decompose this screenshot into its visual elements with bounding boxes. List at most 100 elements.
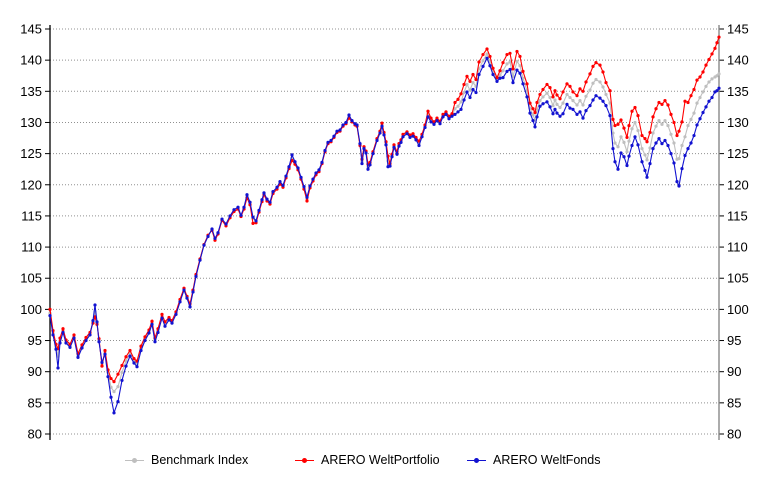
y-tick-label-left: 125 bbox=[20, 146, 42, 161]
data-point-benchmark-index bbox=[124, 359, 128, 363]
data-point-arero-weltfonds bbox=[97, 340, 101, 344]
data-point-benchmark-index bbox=[456, 104, 460, 108]
data-point-arero-weltfonds bbox=[88, 333, 92, 337]
data-point-benchmark-index bbox=[689, 117, 693, 121]
data-point-arero-weltportfolio bbox=[61, 327, 65, 331]
data-point-arero-weltportfolio bbox=[380, 121, 384, 125]
data-point-arero-weltfonds bbox=[471, 87, 475, 92]
data-point-benchmark-index bbox=[622, 140, 626, 144]
data-point-arero-weltfonds bbox=[604, 104, 608, 108]
legend-label-arero-weltportfolio: ARERO WeltPortfolio bbox=[321, 453, 440, 467]
data-point-benchmark-index bbox=[465, 82, 469, 87]
y-tick-label-left: 115 bbox=[21, 208, 42, 223]
data-point-arero-weltportfolio bbox=[588, 72, 592, 76]
data-point-arero-weltfonds bbox=[281, 183, 285, 187]
data-point-arero-weltportfolio bbox=[120, 363, 124, 368]
data-point-arero-weltfonds bbox=[695, 123, 699, 127]
data-point-arero-weltfonds bbox=[371, 152, 375, 156]
data-point-benchmark-index bbox=[116, 385, 120, 389]
data-point-arero-weltportfolio bbox=[581, 89, 585, 93]
data-point-arero-weltfonds bbox=[710, 95, 714, 100]
data-point-arero-weltportfolio bbox=[713, 46, 717, 50]
data-point-arero-weltfonds bbox=[360, 161, 364, 166]
data-point-arero-weltportfolio bbox=[103, 348, 107, 353]
data-point-arero-weltfonds bbox=[48, 314, 52, 318]
data-point-arero-weltfonds bbox=[613, 160, 617, 164]
data-point-arero-weltfonds bbox=[143, 338, 147, 343]
data-point-arero-weltfonds bbox=[323, 148, 327, 153]
data-point-arero-weltfonds bbox=[411, 134, 415, 138]
data-point-arero-weltfonds bbox=[220, 217, 224, 221]
data-point-arero-weltportfolio bbox=[717, 35, 721, 39]
data-point-arero-weltportfolio bbox=[689, 94, 693, 98]
data-point-arero-weltfonds bbox=[555, 111, 559, 115]
data-point-arero-weltfonds bbox=[80, 346, 84, 350]
data-point-arero-weltfonds bbox=[51, 333, 55, 337]
data-point-arero-weltfonds bbox=[601, 99, 605, 103]
y-tick-label-left: 130 bbox=[20, 115, 42, 130]
data-point-arero-weltfonds bbox=[485, 56, 489, 60]
data-point-arero-weltportfolio bbox=[553, 89, 557, 93]
data-point-arero-weltportfolio bbox=[619, 118, 623, 122]
data-point-arero-weltfonds bbox=[120, 378, 124, 383]
data-point-arero-weltportfolio bbox=[651, 115, 655, 119]
data-point-arero-weltfonds bbox=[660, 142, 664, 146]
data-point-benchmark-index bbox=[692, 111, 696, 115]
data-point-arero-weltfonds bbox=[344, 120, 348, 125]
data-point-arero-weltportfolio bbox=[528, 101, 532, 105]
data-point-benchmark-index bbox=[541, 95, 545, 99]
data-point-arero-weltfonds bbox=[275, 185, 279, 189]
data-point-arero-weltfonds bbox=[405, 132, 409, 136]
data-point-benchmark-index bbox=[498, 73, 502, 77]
series-line-benchmark-index bbox=[49, 52, 720, 393]
data-point-arero-weltfonds bbox=[417, 143, 421, 148]
data-point-arero-weltportfolio bbox=[608, 89, 612, 93]
data-point-arero-weltportfolio bbox=[548, 85, 552, 90]
data-point-arero-weltfonds bbox=[106, 375, 110, 379]
data-point-arero-weltportfolio bbox=[558, 97, 562, 101]
data-point-benchmark-index bbox=[545, 91, 549, 95]
data-point-arero-weltfonds bbox=[56, 366, 60, 370]
data-point-benchmark-index bbox=[648, 146, 652, 150]
data-point-arero-weltfonds bbox=[462, 98, 466, 102]
data-point-arero-weltportfolio bbox=[491, 66, 495, 70]
data-point-benchmark-index bbox=[555, 102, 559, 106]
data-point-arero-weltfonds bbox=[103, 352, 107, 356]
data-point-arero-weltportfolio bbox=[648, 130, 652, 135]
data-point-arero-weltfonds bbox=[296, 166, 300, 170]
data-point-arero-weltportfolio bbox=[456, 97, 460, 102]
data-point-arero-weltportfolio bbox=[474, 77, 478, 82]
data-point-benchmark-index bbox=[553, 98, 557, 102]
data-point-benchmark-index bbox=[695, 101, 699, 105]
data-point-arero-weltportfolio bbox=[518, 54, 522, 59]
data-point-arero-weltfonds bbox=[335, 129, 339, 133]
data-point-arero-weltportfolio bbox=[704, 63, 708, 67]
data-point-arero-weltfonds bbox=[299, 175, 303, 179]
data-point-arero-weltfonds bbox=[390, 155, 394, 159]
data-point-benchmark-index bbox=[112, 390, 116, 394]
data-point-arero-weltportfolio bbox=[72, 333, 76, 337]
data-point-arero-weltfonds bbox=[622, 155, 626, 159]
data-point-arero-weltportfolio bbox=[657, 100, 661, 105]
y-tick-label-right: 130 bbox=[727, 115, 749, 130]
data-point-benchmark-index bbox=[598, 80, 602, 84]
y-tick-label-right: 110 bbox=[727, 240, 748, 255]
data-point-arero-weltfonds bbox=[515, 68, 519, 72]
data-point-arero-weltportfolio bbox=[116, 372, 120, 376]
data-point-arero-weltportfolio bbox=[139, 344, 143, 348]
data-point-benchmark-index bbox=[707, 80, 711, 84]
data-point-arero-weltfonds bbox=[160, 316, 164, 320]
data-point-benchmark-index bbox=[601, 85, 605, 89]
data-point-arero-weltfonds bbox=[581, 116, 585, 120]
data-point-benchmark-index bbox=[604, 92, 608, 97]
y-tick-label-left: 145 bbox=[20, 22, 42, 37]
data-point-arero-weltportfolio bbox=[143, 335, 147, 339]
data-point-arero-weltfonds bbox=[116, 400, 120, 404]
data-point-arero-weltfonds bbox=[531, 118, 535, 123]
data-point-arero-weltfonds bbox=[558, 114, 562, 118]
data-point-arero-weltfonds bbox=[100, 360, 104, 364]
data-point-benchmark-index bbox=[630, 127, 634, 131]
data-point-arero-weltfonds bbox=[608, 114, 612, 118]
data-point-arero-weltfonds bbox=[375, 138, 379, 143]
data-point-benchmark-index bbox=[568, 95, 572, 100]
